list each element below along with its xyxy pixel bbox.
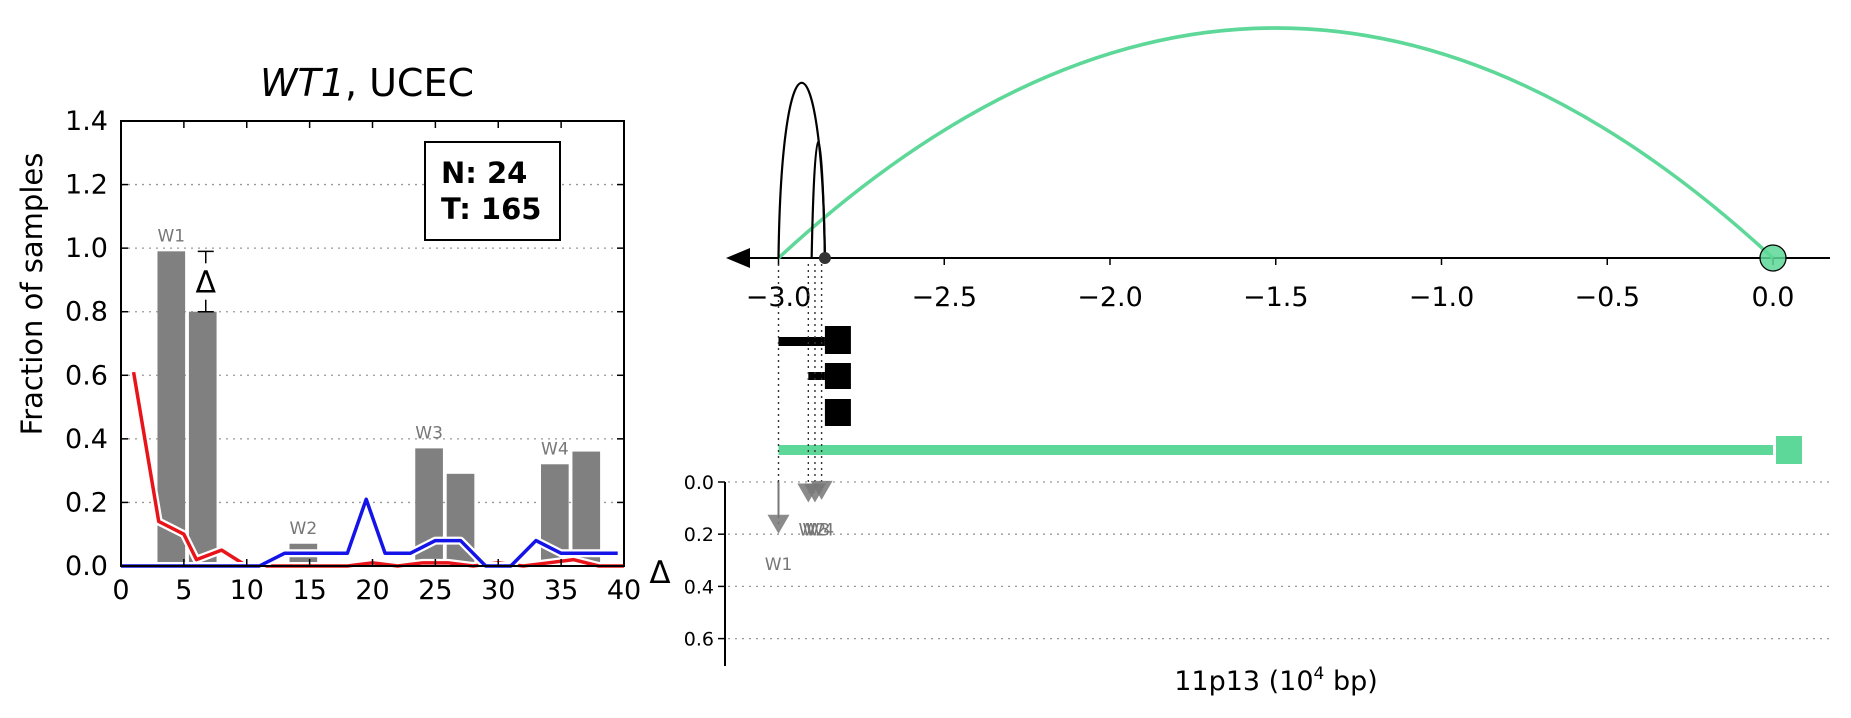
- exon-block: [824, 399, 851, 426]
- stats-box: N: 24 T: 165: [424, 141, 561, 241]
- right-chart: −3.0 −2.5 −2.0 −1.5 −1.0 −0.5 0.0 0.0 0.2 0.4 0.6…: [649, 26, 1830, 697]
- y-tick-label: 0.4: [65, 424, 108, 455]
- window-label: W3: [415, 423, 443, 443]
- x-tick-label: −1.5: [1243, 282, 1309, 313]
- stats-n: N: 24: [441, 156, 527, 190]
- x-tick-label: −2.5: [911, 282, 977, 313]
- interaction-arc: [777, 26, 1775, 260]
- loop-arc: [810, 140, 827, 259]
- x-tick-label: −3.0: [746, 282, 812, 313]
- stats-box-frame: [424, 141, 561, 241]
- x-tick-label: −1.0: [1409, 282, 1475, 313]
- delta-marker: [767, 514, 790, 534]
- window-label: W1: [157, 226, 185, 246]
- transcript-line: [808, 372, 825, 380]
- loop-arc: [777, 82, 827, 259]
- transcript-line: [778, 337, 825, 346]
- x-tick-label: 25: [418, 575, 452, 606]
- bar: [572, 451, 601, 563]
- y-tick-label: 1.0: [65, 233, 108, 264]
- stats-t: T: 165: [441, 192, 541, 226]
- x-tick-label: −0.5: [1574, 282, 1640, 313]
- delta-marker: [810, 480, 833, 500]
- title-rest: , UCEC: [345, 61, 474, 105]
- gene-track-end: [1776, 436, 1802, 464]
- delta-label: Δ: [195, 266, 216, 301]
- y-tick-label: 0.2: [65, 487, 108, 518]
- delta-marker-label: W2: [799, 520, 827, 540]
- window-label: W2: [290, 519, 318, 539]
- x-tick-label: 15: [292, 575, 326, 606]
- delta-axis-label: Δ: [649, 555, 670, 591]
- x-axis-label-exponent: 4: [1314, 664, 1325, 684]
- delta-y-tick-label: 0.2: [684, 524, 714, 546]
- genome-track: −3.0 −2.5 −2.0 −1.5 −1.0 −0.5 0.0: [726, 26, 1830, 464]
- x-axis-label-unit: bp): [1324, 666, 1377, 697]
- y-axis-label: Fraction of samples: [15, 153, 49, 436]
- x-tick-label: −2.0: [1077, 282, 1143, 313]
- x-axis-label: 11p13 (104 bp): [1174, 664, 1378, 697]
- x-tick-label: 0.0: [1752, 282, 1795, 313]
- left-ticks: 0.0 0.2 0.4 0.6 0.8 1.0 1.2 1.4 0 5 10 15 20 25 30 35 40: [65, 106, 641, 606]
- x-tick-label: 10: [230, 575, 264, 606]
- x-tick-label: 0: [112, 575, 129, 606]
- x-tick-label: 5: [175, 575, 192, 606]
- gene-track: [778, 445, 1773, 455]
- anchor-point: [1759, 244, 1787, 272]
- delta-marker-label: W1: [765, 555, 793, 575]
- left-bars: W1 W2 W3 W4: [157, 226, 601, 564]
- delta-marker-label: W4: [807, 520, 835, 540]
- direction-arrow: [726, 248, 750, 268]
- exon-block: [824, 326, 851, 354]
- y-tick-label: 0.8: [65, 297, 108, 328]
- bar: [157, 251, 186, 564]
- x-tick-label: 35: [544, 575, 578, 606]
- x-tick-label: 20: [355, 575, 389, 606]
- delta-label-bg: [191, 264, 220, 299]
- title-gene: WT1: [260, 61, 345, 105]
- x-axis-label-main: 11p13 (10: [1174, 666, 1313, 697]
- left-chart-title: WT1, UCEC: [260, 61, 474, 105]
- feature-point: [818, 252, 831, 264]
- bar: [188, 311, 217, 563]
- delta-y-tick-label: 0.4: [684, 576, 714, 598]
- window-label: W4: [541, 439, 569, 459]
- y-tick-label: 0.0: [65, 551, 108, 582]
- x-tick-label: 40: [607, 575, 641, 606]
- exon-block: [824, 363, 851, 389]
- delta-annotation: Δ: [191, 250, 220, 313]
- delta-y-tick-label: 0.0: [684, 472, 714, 494]
- y-tick-label: 1.4: [65, 106, 108, 137]
- y-tick-label: 0.6: [65, 360, 108, 391]
- y-tick-label: 1.2: [65, 170, 108, 201]
- delta-marker-label: W3: [803, 520, 831, 540]
- series-line: [121, 497, 618, 568]
- delta-y-tick-label: 0.6: [684, 629, 714, 651]
- x-tick-label: 30: [481, 575, 515, 606]
- left-chart: WT1, UCEC Fraction of samples W1 W2 W3 W4 Δ…: [15, 61, 641, 606]
